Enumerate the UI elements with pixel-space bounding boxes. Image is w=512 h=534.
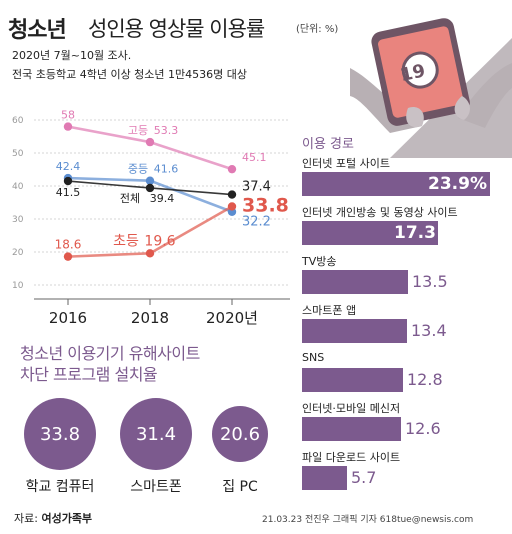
block-title-line2: 차단 프로그램 설치율 [20, 365, 158, 384]
route-value: 23.9% [428, 174, 487, 194]
install-rate-circle: 31.4 [120, 398, 192, 470]
data-point [63, 176, 73, 186]
y-tick-label: 40 [12, 182, 24, 192]
install-device-label: 학교 컴퓨터 [25, 479, 95, 495]
series-line-0 [67, 125, 233, 171]
route-bar [302, 172, 490, 196]
data-label: 41.6 [154, 163, 179, 176]
data-point [227, 190, 237, 199]
data-point [145, 176, 155, 185]
usage-line-chart: 10 20 30 40 50 60 2016 2018 2020년 58 고등 53.3 45.1 42.… [12, 110, 290, 327]
unit-label: (단위: %) [296, 24, 339, 35]
route-label: SNS [302, 351, 325, 364]
data-point [145, 183, 155, 193]
y-tick-label: 50 [12, 149, 24, 159]
title-rest: 성인용 영상물 이용률 [88, 17, 265, 41]
series-name-label: 중등 [128, 163, 148, 176]
x-tick-label: 2018 [131, 309, 169, 327]
route-label: 인터넷·모바일 메신저 [302, 402, 401, 415]
data-label: 53.3 [154, 124, 179, 137]
data-label: 18.6 [55, 238, 82, 252]
route-bar [302, 417, 401, 441]
y-tick-label: 10 [12, 281, 24, 291]
route-label: 스마트폰 앱 [302, 304, 357, 317]
series-name-label: 전체 [120, 192, 140, 205]
data-label: 41.5 [56, 186, 81, 199]
route-value: 13.5 [412, 272, 448, 291]
y-tick-label: 20 [12, 248, 24, 258]
route-value: 13.4 [411, 321, 447, 340]
data-label: 19.6 [144, 233, 175, 249]
data-point [145, 249, 155, 258]
data-point [63, 252, 73, 261]
data-label: 45.1 [242, 151, 267, 164]
series-name-label: 초등 [113, 233, 139, 249]
route-bar [302, 368, 403, 392]
data-point [145, 137, 155, 147]
data-label: 33.8 [242, 194, 289, 216]
credit: 21.03.23 전진우 그래픽 기자 618tue@newsis.com [262, 515, 474, 525]
y-tick-label: 60 [12, 116, 24, 126]
route-label: 인터넷 포털 사이트 [302, 157, 390, 170]
install-rate-circle: 33.8 [24, 398, 96, 470]
data-point [227, 164, 237, 174]
route-bar [302, 270, 408, 294]
route-value: 5.7 [351, 468, 377, 487]
data-label: 39.4 [150, 192, 175, 205]
source: 자료: 여성가족부 [14, 510, 92, 526]
route-label: 파일 다운로드 사이트 [302, 451, 401, 464]
block-title-line1: 청소년 이용기기 유해사이트 [20, 344, 200, 363]
data-point [227, 202, 237, 211]
title-bold: 청소년 [8, 18, 67, 43]
source-org: 여성가족부 [41, 512, 93, 525]
data-point [63, 122, 73, 131]
install-rate-circle: 20.6 [212, 406, 268, 462]
survey-target-note: 전국 초등학교 4학년 이상 청소년 1만4536명 대상 [12, 68, 248, 81]
route-bar [302, 466, 347, 490]
data-label: 58 [61, 110, 75, 122]
routes-title: 이용 경로 [302, 137, 354, 152]
phone-in-hands-icon: 19 [350, 18, 512, 158]
route-value: 17.3 [394, 223, 436, 243]
y-tick-label: 30 [12, 215, 24, 225]
route-value: 12.8 [407, 370, 443, 389]
rating-badge-text: 19 [398, 60, 427, 86]
route-value: 12.6 [405, 419, 441, 438]
data-label: 42.4 [56, 160, 81, 173]
data-label: 37.4 [242, 180, 271, 195]
x-tick-label: 2016 [49, 309, 87, 327]
survey-period-note: 2020년 7월~10월 조사. [12, 49, 132, 62]
route-label: 인터넷 개인방송 및 동영상 사이트 [302, 206, 458, 219]
route-bar [302, 221, 438, 245]
install-device-label: 집 PC [222, 479, 258, 495]
install-device-label: 스마트폰 [130, 479, 182, 495]
x-tick-label: 2020년 [206, 309, 258, 327]
series-name-label: 고등 [128, 124, 148, 137]
route-label: TV방송 [302, 255, 337, 268]
route-bar [302, 319, 407, 343]
source-prefix: 자료: [14, 512, 38, 525]
data-label: 32.2 [242, 215, 271, 230]
